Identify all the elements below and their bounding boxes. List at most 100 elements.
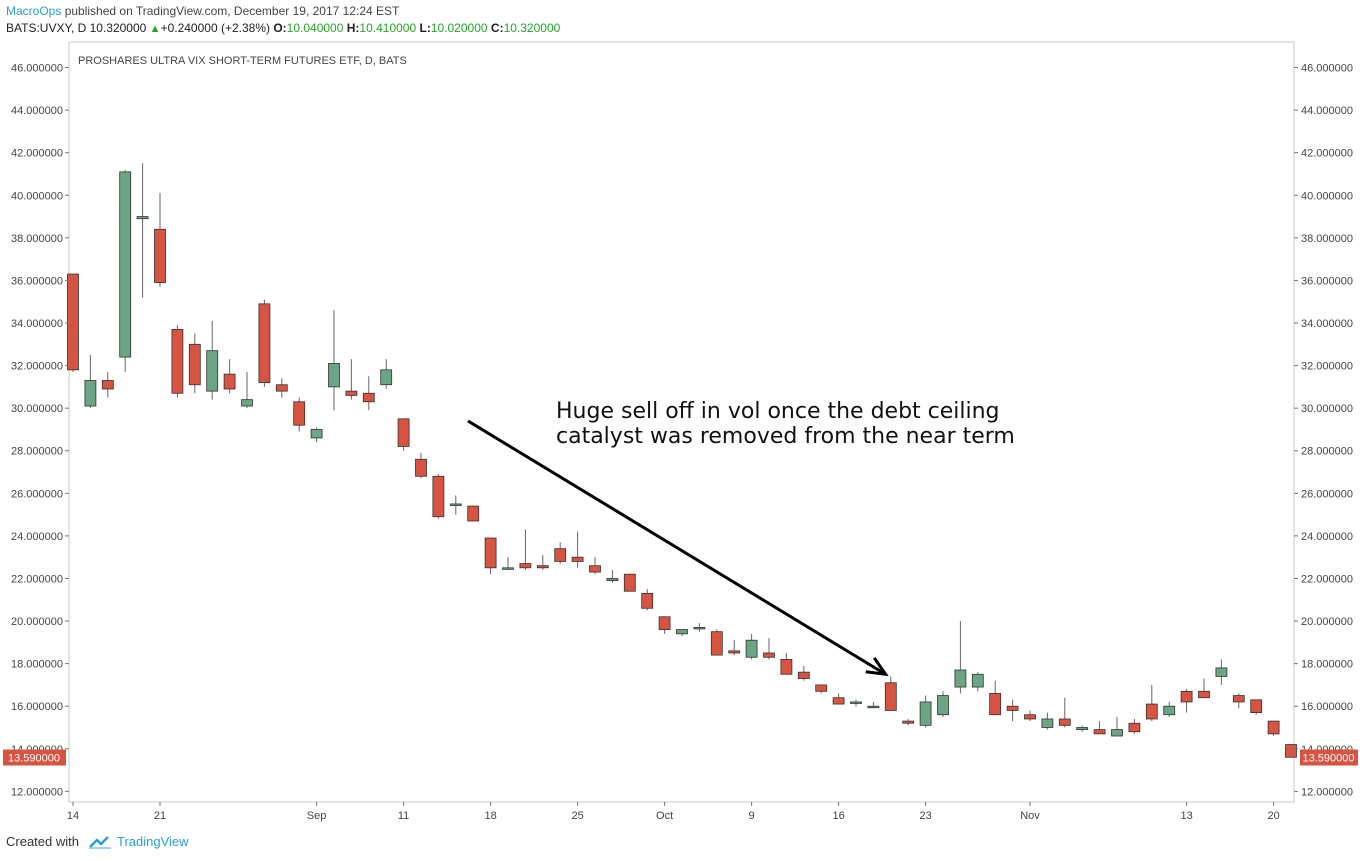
- tradingview-link[interactable]: TradingView: [116, 834, 189, 849]
- candle-body: [1285, 744, 1297, 758]
- candle: [310, 427, 323, 443]
- candle-body: [554, 548, 567, 562]
- candle: [136, 163, 149, 298]
- y-tick-label-left: 24.000000: [11, 531, 63, 543]
- candle-body: [1145, 703, 1158, 720]
- candle: [1093, 721, 1106, 735]
- y-tick-label-right: 42.000000: [1301, 148, 1353, 160]
- candle-body: [971, 673, 984, 688]
- author-link[interactable]: MacroOps: [6, 4, 62, 18]
- candle: [1076, 725, 1089, 732]
- y-tick-label-left: 34.000000: [11, 318, 63, 330]
- x-tick-label: Nov: [1020, 810, 1040, 822]
- open-value: 10.040000: [286, 21, 344, 35]
- symbol-label: BATS:UVXY, D: [6, 21, 87, 35]
- annotation-arrow-shaft: [467, 419, 887, 676]
- y-tick-label-left: 28.000000: [11, 446, 63, 458]
- candle-body: [589, 565, 601, 573]
- candle-body: [1198, 690, 1210, 699]
- candle: [1232, 693, 1245, 709]
- candle-body: [623, 573, 636, 592]
- candle-body: [1232, 695, 1245, 703]
- candle-body: [937, 695, 949, 716]
- candle: [449, 495, 462, 515]
- candle-body: [1006, 705, 1019, 711]
- candle-body: [101, 380, 114, 390]
- footer: Created with TradingView: [6, 834, 189, 849]
- plot-area[interactable]: [68, 41, 1295, 803]
- x-tick-label: 9: [749, 810, 755, 822]
- candle: [328, 310, 340, 411]
- candle-body: [136, 216, 149, 220]
- candle-body: [432, 475, 445, 518]
- candle: [1285, 744, 1297, 758]
- candle-body: [850, 701, 862, 704]
- candle: [119, 169, 132, 372]
- x-tick-label: 25: [571, 810, 583, 822]
- y-tick-label-left: 46.000000: [11, 63, 63, 75]
- candle-body: [328, 363, 340, 388]
- candle-body: [502, 567, 514, 570]
- candle: [258, 299, 271, 387]
- y-tick-label-right: 18.000000: [1301, 659, 1353, 671]
- candle: [206, 320, 219, 400]
- candle-body: [1128, 722, 1141, 733]
- candle: [989, 680, 1002, 716]
- candle: [1024, 710, 1036, 722]
- annotation-text-line: Huge sell off in vol once the debt ceili…: [556, 399, 1000, 424]
- y-tick-label-left: 18.000000: [11, 659, 63, 671]
- y-tick-label-left: 16.000000: [11, 701, 63, 713]
- x-tick-label: 14: [67, 810, 79, 822]
- candle: [623, 573, 636, 592]
- candle: [937, 691, 949, 717]
- candle: [867, 701, 880, 709]
- candle: [380, 359, 393, 390]
- candle: [345, 359, 358, 400]
- candle: [362, 376, 375, 411]
- candle-body: [345, 390, 358, 396]
- candle-body: [188, 343, 201, 386]
- y-tick-label-left: 22.000000: [11, 573, 63, 585]
- candle: [902, 718, 915, 726]
- candle: [519, 529, 532, 570]
- candle: [1198, 678, 1210, 699]
- x-tick-label: 23: [919, 810, 931, 822]
- annotation: Huge sell off in vol once the debt ceili…: [467, 399, 1015, 677]
- candle: [223, 359, 236, 394]
- candle: [1058, 697, 1071, 728]
- candle: [293, 397, 306, 432]
- candle: [710, 629, 723, 656]
- y-tick-label-right: 34.000000: [1301, 318, 1353, 330]
- candle-body: [536, 565, 549, 569]
- candle-body: [1215, 667, 1228, 677]
- candle: [850, 699, 862, 707]
- last-price: 10.320000: [89, 21, 147, 35]
- low-label: L:: [419, 21, 431, 35]
- price-marker-label: 13.590000: [1303, 753, 1355, 765]
- candle: [415, 452, 427, 479]
- candlestick-chart[interactable]: 12.00000014.00000016.00000018.00000020.0…: [0, 0, 1364, 830]
- candle: [432, 474, 445, 519]
- candle: [84, 354, 97, 409]
- candle-body: [919, 701, 932, 726]
- x-tick-label: 20: [1267, 810, 1279, 822]
- candle: [641, 589, 654, 611]
- candle-body: [867, 705, 880, 709]
- candle-body: [171, 328, 184, 394]
- y-tick-label-right: 28.000000: [1301, 446, 1353, 458]
- published-text: published on TradingView.com, December 1…: [64, 4, 400, 18]
- candle: [67, 273, 79, 372]
- candle-body: [884, 682, 897, 711]
- candle-body: [467, 505, 480, 522]
- candle: [676, 629, 688, 636]
- candle-body: [119, 171, 132, 358]
- open-label: O:: [273, 21, 287, 35]
- candle-body: [154, 228, 166, 283]
- candle: [188, 333, 201, 394]
- tradingview-logo-icon: [88, 835, 111, 849]
- candle-body: [989, 693, 1002, 716]
- y-tick-label-left: 20.000000: [11, 616, 63, 628]
- chart-header: MacroOps published on TradingView.com, D…: [6, 3, 1356, 38]
- candle-body: [571, 556, 584, 562]
- chart-title: PROSHARES ULTRA VIX SHORT-TERM FUTURES E…: [78, 55, 407, 67]
